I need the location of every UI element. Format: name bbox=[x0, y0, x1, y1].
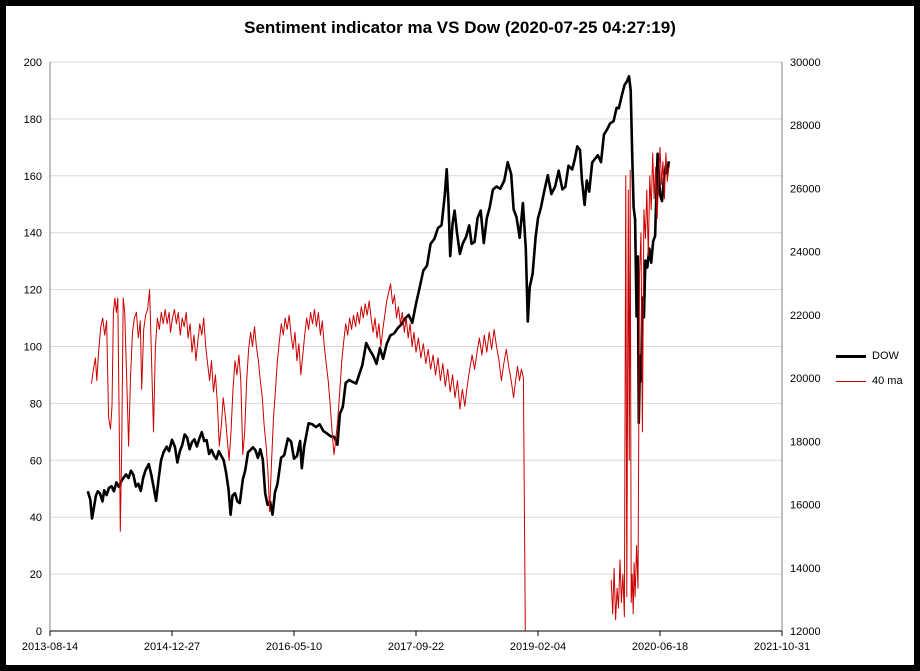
chart-title: Sentiment indicator ma VS Dow (2020-07-2… bbox=[244, 18, 676, 37]
y-left-tick-label: 0 bbox=[36, 626, 42, 638]
x-axis-tick-label: 2017-09-22 bbox=[388, 641, 444, 653]
legend-item-dow: DOW bbox=[836, 350, 903, 362]
y-right-tick-label: 16000 bbox=[790, 500, 821, 512]
x-axis-tick-label: 2013-08-14 bbox=[22, 641, 78, 653]
ma-line-sample-icon bbox=[836, 380, 866, 382]
series-line-40-ma bbox=[610, 146, 670, 621]
y-right-tick-label: 30000 bbox=[790, 57, 821, 69]
y-left-tick-label: 160 bbox=[24, 171, 42, 183]
y-left-tick-label: 100 bbox=[24, 342, 42, 354]
legend-label-dow: DOW bbox=[872, 350, 899, 362]
x-axis-tick-label: 2020-06-18 bbox=[632, 641, 688, 653]
x-axis-tick-label: 2021-10-31 bbox=[754, 641, 810, 653]
y-left-tick-label: 40 bbox=[30, 512, 42, 524]
legend: DOW 40 ma bbox=[836, 350, 903, 400]
series-line-40-ma bbox=[91, 283, 526, 632]
y-right-tick-label: 20000 bbox=[790, 373, 821, 385]
y-left-tick-label: 200 bbox=[24, 57, 42, 69]
y-right-tick-label: 24000 bbox=[790, 247, 821, 259]
y-left-tick-label: 20 bbox=[30, 569, 42, 581]
y-left-tick-label: 80 bbox=[30, 398, 42, 410]
y-right-tick-label: 28000 bbox=[790, 120, 821, 132]
y-right-tick-label: 22000 bbox=[790, 310, 821, 322]
legend-item-40ma: 40 ma bbox=[836, 375, 903, 387]
x-axis-tick-label: 2019-02-04 bbox=[510, 641, 566, 653]
x-axis-tick-label: 2014-12-27 bbox=[144, 641, 200, 653]
y-left-tick-label: 120 bbox=[24, 285, 42, 297]
x-axis-tick-label: 2016-05-10 bbox=[266, 641, 322, 653]
y-right-tick-label: 12000 bbox=[790, 626, 821, 638]
y-right-tick-label: 14000 bbox=[790, 563, 821, 575]
y-right-tick-label: 26000 bbox=[790, 183, 821, 195]
legend-label-40ma: 40 ma bbox=[872, 375, 903, 387]
y-left-tick-label: 140 bbox=[24, 228, 42, 240]
chart-canvas: 0 20 40 60 80 100 120 140 160 180 200 12000 14000 160… bbox=[22, 57, 821, 653]
dow-line-sample-icon bbox=[836, 354, 866, 358]
y-left-tick-label: 180 bbox=[24, 114, 42, 126]
series-line-dow bbox=[86, 74, 671, 520]
y-left-tick-label: 60 bbox=[30, 455, 42, 467]
y-right-tick-label: 18000 bbox=[790, 436, 821, 448]
